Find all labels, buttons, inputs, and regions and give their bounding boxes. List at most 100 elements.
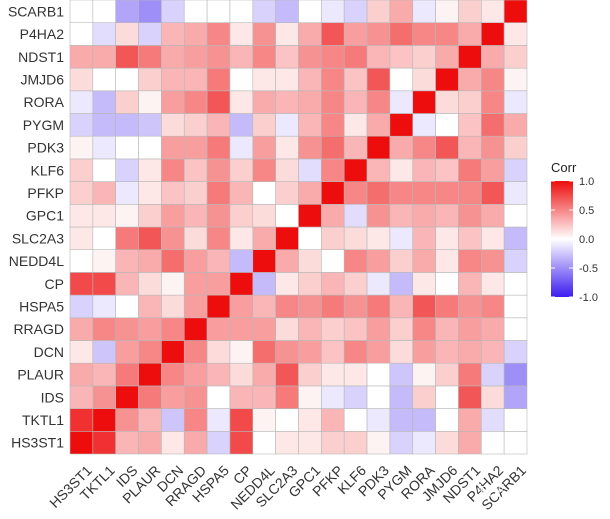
heatmap-cell-ndst1-hs3st1 [69,45,94,69]
heatmap-cell-gpc1-pdk3 [366,204,391,228]
heatmap-cell-cp-slc2a3 [275,272,299,296]
heatmap-cell-hs3st1-ids [115,430,139,455]
heatmap-cell-hspa5-jmjd6 [435,294,459,319]
heatmap-cell-jmjd6-pfkp [321,67,345,92]
heatmap-cell-ids-gpc1 [298,385,322,409]
heatmap-cell-pdk3-plaur [138,135,162,160]
heatmap-cell-tktl1-hs3st1 [69,408,94,432]
heatmap-cell-ids-pfkp [321,385,345,409]
heatmap-cell-nedd4l-rragd [183,249,208,273]
heatmap-cell-ids-ndst1 [458,385,482,409]
heatmap-cell-ids-tktl1 [92,385,116,409]
heatmap-cell-p4ha2-hs3st1 [69,22,94,46]
heatmap-cell-scarb1-scarb1 [503,0,528,24]
heatmap-cell-ndst1-hspa5 [206,45,231,69]
heatmap-cell-tktl1-hspa5 [206,408,231,432]
heatmap-cell-pdk3-slc2a3 [275,135,299,160]
heatmap-cell-klf6-plaur [138,158,162,182]
heatmap-cell-cp-hs3st1 [69,272,94,296]
heatmap-cell-cp-plaur [138,272,162,296]
heatmap-cell-pdk3-dcn [161,135,185,160]
heatmap-cell-pygm-jmjd6 [435,113,459,137]
heatmap-cell-cp-rragd [183,272,208,296]
heatmap-cell-pfkp-hspa5 [206,181,231,205]
heatmap-cell-hspa5-gpc1 [298,294,322,319]
heatmap-cell-rora-scarb1 [503,90,528,114]
heatmap-cell-ids-ids [115,385,139,409]
heatmap-cell-hspa5-scarb1 [503,294,528,319]
heatmap-cell-gpc1-cp [229,204,254,228]
heatmap-cell-ids-rora [412,385,436,409]
heatmap-cell-pdk3-pygm [389,135,414,160]
heatmap-cell-hspa5-klf6 [343,294,368,319]
heatmap-cell-pfkp-nedd4l [252,181,276,205]
y-label-tktl1: TKTL1 [22,412,64,428]
heatmap-cell-ndst1-rora [412,45,436,69]
heatmap-cell-ndst1-plaur [138,45,162,69]
heatmap-cell-pdk3-pdk3 [366,135,391,160]
y-label-rora: RORA [24,94,65,110]
heatmap-cell-jmjd6-cp [229,67,254,92]
heatmap-cell-ndst1-ndst1 [458,45,482,69]
heatmap-cell-cp-jmjd6 [435,272,459,296]
heatmap-cell-cp-gpc1 [298,272,322,296]
heatmap-cell-pdk3-rora [412,135,436,160]
heatmap-cell-hs3st1-tktl1 [92,430,116,455]
heatmap-cell-rora-dcn [161,90,185,114]
heatmap-cell-pfkp-p4ha2 [480,181,505,205]
heatmap-cell-klf6-pygm [389,158,414,182]
heatmap-cell-plaur-rora [412,362,436,387]
heatmap-cell-jmjd6-tktl1 [92,67,116,92]
heatmap-cell-rragd-p4ha2 [480,317,505,341]
y-label-jmjd6: JMJD6 [20,71,64,87]
heatmap-cell-hs3st1-slc2a3 [275,430,299,455]
heatmap-cell-slc2a3-rora [412,226,436,251]
heatmap-cell-nedd4l-dcn [161,249,185,273]
heatmap-cell-scarb1-pdk3 [366,0,391,24]
heatmap-cell-ndst1-scarb1 [503,45,528,69]
heatmap-cell-dcn-jmjd6 [435,340,459,364]
heatmap-cell-nedd4l-nedd4l [252,249,276,273]
heatmap-cell-tktl1-pfkp [321,408,345,432]
heatmap-cell-pdk3-tktl1 [92,135,116,160]
heatmap-cell-dcn-ndst1 [458,340,482,364]
heatmap-cell-hs3st1-rora [412,430,436,455]
heatmap-cell-rragd-ids [115,317,139,341]
heatmap-cell-dcn-klf6 [343,340,368,364]
heatmap-cell-slc2a3-rragd [183,226,208,251]
heatmap-cell-nedd4l-klf6 [343,249,368,273]
heatmap-cell-plaur-pdk3 [366,362,391,387]
heatmap-cell-dcn-pfkp [321,340,345,364]
heatmap-cell-slc2a3-hspa5 [206,226,231,251]
heatmap-cell-ids-p4ha2 [480,385,505,409]
heatmap-cell-hs3st1-scarb1 [503,430,528,455]
heatmap-cell-gpc1-gpc1 [298,204,322,228]
heatmap-cell-jmjd6-rora [412,67,436,92]
heatmap-cell-nedd4l-p4ha2 [480,249,505,273]
heatmap-cell-pygm-nedd4l [252,113,276,137]
heatmap-cell-ids-pygm [389,385,414,409]
heatmap-cell-hs3st1-jmjd6 [435,430,459,455]
heatmap-cell-jmjd6-pygm [389,67,414,92]
heatmap-cell-hs3st1-ndst1 [458,430,482,455]
heatmap-cell-ids-dcn [161,385,185,409]
heatmap-cell-dcn-rora [412,340,436,364]
heatmap-cell-ndst1-rragd [183,45,208,69]
heatmap-cell-ids-plaur [138,385,162,409]
heatmap-cell-slc2a3-hs3st1 [69,226,94,251]
color-legend: Corr 1.0 0.5 0.0 -0.5 -1.0 [551,160,598,304]
heatmap-cell-tktl1-tktl1 [92,408,116,432]
heatmap-cell-nedd4l-hspa5 [206,249,231,273]
heatmap-cell-cp-rora [412,272,436,296]
heatmap-cell-nedd4l-pygm [389,249,414,273]
heatmap-cell-pdk3-cp [229,135,254,160]
heatmap-cell-p4ha2-hspa5 [206,22,231,46]
heatmap-cell-klf6-rora [412,158,436,182]
heatmap-cell-rora-jmjd6 [435,90,459,114]
heatmap-cell-ndst1-gpc1 [298,45,322,69]
heatmap-cell-pygm-p4ha2 [480,113,505,137]
heatmap-cell-hs3st1-hs3st1 [69,430,94,455]
heatmap-cell-klf6-klf6 [343,158,368,182]
heatmap-cell-ndst1-tktl1 [92,45,116,69]
heatmap-cell-p4ha2-klf6 [343,22,368,46]
